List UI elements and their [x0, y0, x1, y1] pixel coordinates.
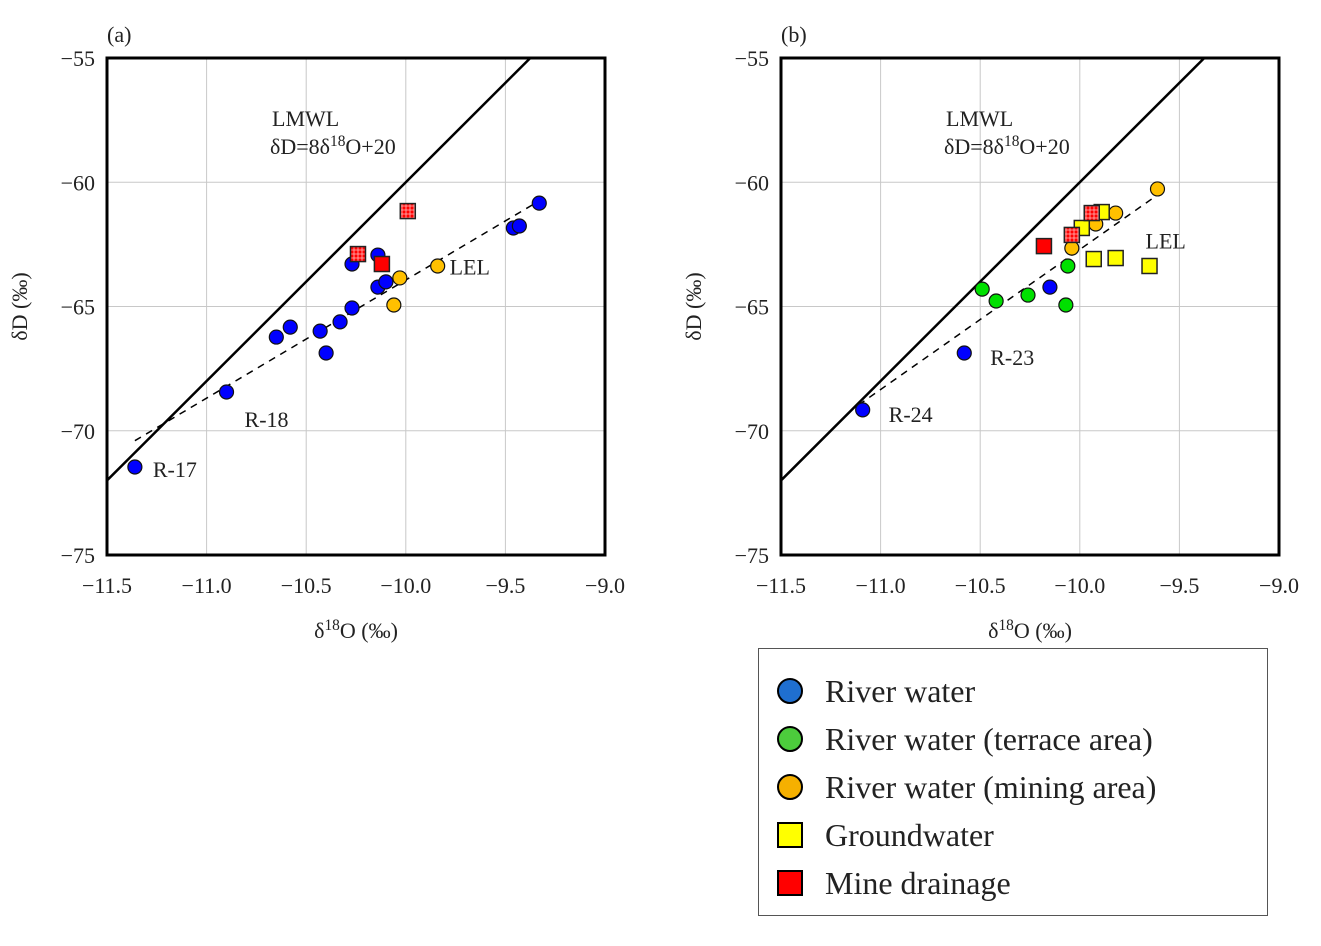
- point-mine: [1035, 237, 1053, 255]
- x-tick-label: −9.5: [1159, 573, 1199, 598]
- y-tick-label: −55: [735, 46, 769, 71]
- x-tick-label: −10.5: [955, 573, 1006, 598]
- point-terrace: [1058, 297, 1074, 313]
- point-ground: [1085, 250, 1102, 268]
- point-terrace: [974, 281, 990, 297]
- point-river: [268, 329, 284, 345]
- plot-frame: [105, 56, 607, 557]
- point-mining: [430, 258, 446, 274]
- point-annotation: R-17: [153, 457, 197, 482]
- point-mine: [349, 245, 367, 263]
- lmwl-line: [781, 58, 1207, 482]
- point-annotation: R-24: [889, 402, 933, 427]
- x-tick-label: −10.0: [380, 573, 431, 598]
- point-mining: [386, 297, 402, 313]
- point-river: [218, 384, 235, 400]
- point-terrace: [988, 293, 1004, 309]
- lmwl-line: [107, 58, 533, 482]
- point-mine: [373, 255, 391, 273]
- point-river: [531, 195, 547, 211]
- point-river: [127, 459, 143, 475]
- point-mining: [392, 270, 408, 286]
- point-mining: [1064, 240, 1080, 256]
- plot-area: [107, 58, 547, 482]
- y-tick-label: −65: [61, 295, 95, 320]
- point-mine: [1063, 226, 1081, 244]
- lel-label: LEL: [450, 255, 490, 280]
- y-tick-label: −75: [735, 543, 769, 568]
- point-river: [282, 319, 298, 335]
- lmwl-equation: δD=8δ18O+20: [944, 133, 1070, 160]
- lmwl-label: LMWL: [272, 106, 339, 131]
- point-river: [1042, 279, 1058, 295]
- y-tick-label: −55: [61, 46, 95, 71]
- legend-marker-terrace: [777, 726, 803, 752]
- x-tick-label: −11.5: [82, 573, 132, 598]
- plot-frame: [779, 56, 1281, 557]
- x-axis-label: δ18O (‰): [314, 617, 398, 644]
- lel-line: [858, 194, 1158, 406]
- point-river: [312, 323, 328, 339]
- panel-label: (a): [107, 22, 131, 47]
- point-mine: [1083, 204, 1101, 222]
- plot-area: [781, 58, 1207, 482]
- point-mine: [399, 202, 417, 220]
- lel-label: LEL: [1146, 228, 1186, 253]
- x-tick-label: −9.5: [485, 573, 525, 598]
- point-river: [956, 345, 972, 361]
- legend-item-ground: Groundwater: [777, 811, 1267, 859]
- point-river: [511, 218, 527, 234]
- panel-a: −11.5 −11.0 −10.5 −10.0 −9.5 −9.0 −75 −70 −65 −60…: [7, 22, 625, 644]
- point-river: [344, 300, 360, 316]
- legend-label: Groundwater: [825, 816, 994, 853]
- panel-b: −11.5 −11.0 −10.5 −10.0 −9.5 −9.0 −75 −70 −65 −60…: [681, 22, 1299, 644]
- x-tick-label: −10.5: [281, 573, 332, 598]
- y-axis-label: δD (‰): [681, 272, 706, 340]
- legend-marker-mine: [777, 870, 803, 896]
- point-river: [378, 274, 394, 290]
- x-tick-label: −11.0: [182, 573, 232, 598]
- y-tick-label: −65: [735, 295, 769, 320]
- point-ground: [1141, 257, 1158, 275]
- point-ground: [1107, 249, 1124, 267]
- legend-item-terrace: River water (terrace area): [777, 715, 1267, 763]
- point-mining: [1149, 181, 1166, 197]
- y-axis-label: δD (‰): [7, 272, 32, 340]
- legend-item-mine: Mine drainage: [777, 859, 1267, 907]
- y-tick-label: −60: [61, 170, 95, 195]
- y-tick-label: −60: [735, 170, 769, 195]
- x-axis-label: δ18O (‰): [988, 617, 1072, 644]
- legend-label: River water (terrace area): [825, 720, 1153, 757]
- legend-label: River water (mining area): [825, 768, 1157, 805]
- point-annotation: R-18: [245, 407, 289, 432]
- x-tick-label: −9.0: [585, 573, 625, 598]
- y-tick-label: −70: [735, 419, 769, 444]
- legend-label: River water: [825, 672, 976, 709]
- point-terrace: [1020, 287, 1036, 303]
- point-river: [318, 345, 334, 361]
- x-tick-label: −11.5: [756, 573, 806, 598]
- legend-label: Mine drainage: [825, 864, 1011, 901]
- point-annotation: R-23: [990, 345, 1034, 370]
- legend-marker-ground: [777, 822, 803, 848]
- lmwl-equation: δD=8δ18O+20: [270, 133, 396, 160]
- panel-label: (b): [781, 22, 807, 47]
- y-tick-label: −70: [61, 419, 95, 444]
- point-river: [332, 314, 348, 330]
- x-tick-label: −10.0: [1054, 573, 1105, 598]
- point-river: [855, 402, 871, 418]
- legend-marker-river: [777, 678, 803, 704]
- lmwl-label: LMWL: [946, 106, 1013, 131]
- legend: River water River water (terrace area) R…: [758, 648, 1268, 916]
- x-tick-label: −9.0: [1259, 573, 1299, 598]
- legend-item-river: River water: [777, 667, 1267, 715]
- point-mining: [1108, 205, 1124, 221]
- legend-item-mining: River water (mining area): [777, 763, 1267, 811]
- x-tick-label: −11.0: [856, 573, 906, 598]
- y-tick-label: −75: [61, 543, 95, 568]
- legend-marker-mining: [777, 774, 803, 800]
- point-terrace: [1060, 258, 1076, 274]
